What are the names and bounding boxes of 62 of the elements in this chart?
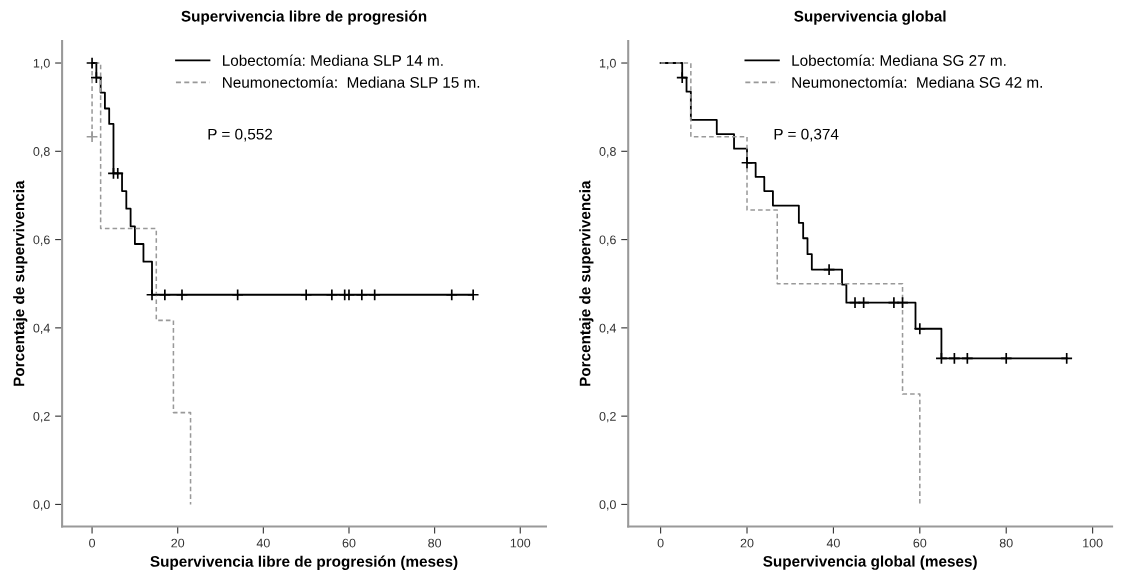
x-tick-label: 0	[657, 538, 664, 548]
y-tick-label: 0,4	[599, 323, 617, 334]
y-axis-title: Porcentaje de supervivencia	[13, 180, 28, 386]
y-tick-label: 0,8	[599, 147, 616, 158]
point	[231, 288, 244, 301]
x-tick-label: 0	[89, 538, 96, 548]
y-tick-label: 0,2	[599, 411, 616, 423]
chart-title: Supervivencia global	[794, 10, 946, 25]
y-axis-title: Porcentaje de supervivencia	[579, 180, 594, 386]
y-tick-label: 0,2	[33, 411, 50, 423]
point	[299, 288, 313, 301]
y-tick-label: 1,0	[33, 58, 50, 70]
point	[740, 156, 754, 169]
point	[961, 352, 974, 365]
point	[175, 288, 189, 301]
legend-label: Neumonectomía: Mediana SLP 15 m.	[223, 76, 480, 88]
point	[445, 288, 458, 301]
point	[1060, 352, 1073, 365]
point	[896, 296, 909, 309]
point	[675, 71, 689, 84]
point	[1000, 352, 1013, 365]
x-tick-label: 20	[171, 538, 185, 548]
legend-label: Lobectomía: Mediana SLP 14 m.	[223, 54, 443, 66]
y-tick-label: 0,8	[33, 147, 50, 158]
chart-title: Supervivencia libre de progresión	[181, 10, 427, 25]
x-tick-label: 100	[1083, 538, 1103, 548]
point	[158, 288, 172, 301]
legend-label: Lobectomía: Mediana SG 27 m.	[792, 54, 1006, 66]
point	[466, 288, 480, 301]
point	[355, 288, 369, 301]
x-tick-label: 40	[826, 538, 840, 548]
y-tick-label: 0,6	[33, 235, 50, 246]
annotation: P = 0,552	[208, 128, 273, 142]
y-tick-label: 1,0	[599, 58, 616, 70]
x-tick-label: 60	[342, 538, 356, 548]
x-tick-label: 100	[510, 538, 531, 548]
y-tick-label: 0,6	[599, 235, 616, 246]
point	[948, 352, 961, 365]
point	[368, 288, 381, 301]
point	[342, 288, 356, 301]
x-tick-label: 60	[913, 538, 927, 548]
x-tick-label: 20	[740, 538, 754, 548]
point	[935, 352, 948, 365]
point	[90, 71, 103, 84]
x-tick-label: 80	[999, 538, 1013, 548]
point	[325, 288, 339, 301]
y-tick-label: 0,0	[599, 500, 616, 511]
point	[145, 288, 159, 301]
annotation: P = 0,374	[774, 128, 839, 142]
point	[85, 56, 99, 70]
legend-label: Neumonectomía: Mediana SG 42 m.	[792, 76, 1042, 88]
point	[111, 167, 124, 180]
y-tick-label: 0,0	[33, 500, 50, 511]
x-axis-title: Supervivencia libre de progresión (meses)	[150, 555, 458, 570]
x-tick-label: 80	[428, 538, 442, 548]
x-tick-label: 40	[256, 538, 270, 548]
point	[85, 130, 99, 143]
y-tick-label: 0,4	[33, 323, 50, 334]
point	[822, 263, 836, 276]
x-axis-title: Supervivencia global (meses)	[763, 555, 977, 570]
point	[913, 322, 927, 335]
point	[857, 296, 870, 309]
